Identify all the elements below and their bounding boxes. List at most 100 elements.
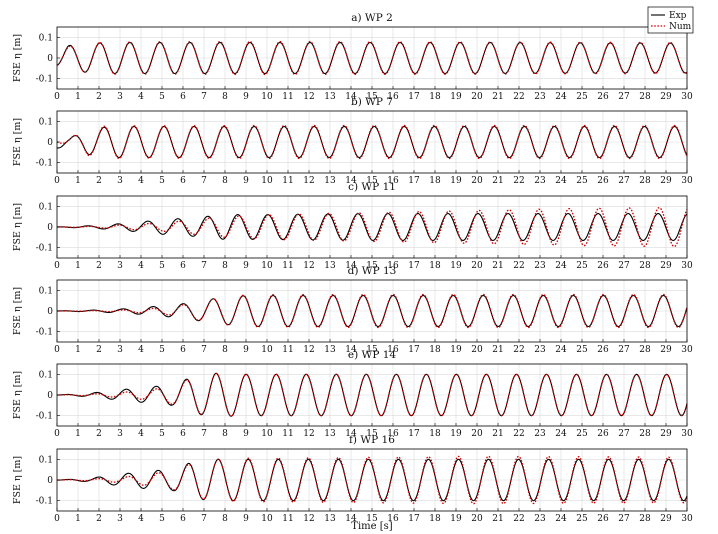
x-tick-label: 16 [387,176,399,186]
x-tick-label: 11 [282,261,293,271]
y-tick-label: 0.1 [39,202,53,212]
x-tick-label: 20 [471,429,483,439]
x-tick-label: 4 [138,429,144,439]
x-tick-label: 7 [201,514,207,524]
y-tick-label: -0.1 [36,75,53,85]
x-tick-label: 14 [345,514,357,524]
x-tick-label: 29 [660,514,672,524]
x-tick-label: 21 [492,514,503,524]
x-tick-label: 13 [324,261,336,271]
x-tick-label: 28 [639,345,651,355]
y-tick-label: -0.1 [36,244,53,254]
y-tick-label: 0 [47,476,53,486]
x-tick-label: 18 [429,92,441,102]
x-tick-label: 15 [366,429,378,439]
y-axis-label: FSE η [m] [12,203,23,251]
x-tick-label: 15 [366,345,378,355]
x-tick-label: 11 [282,514,293,524]
x-tick-label: 18 [429,429,441,439]
x-tick-label: 22 [513,92,524,102]
y-tick-label: -0.1 [36,497,53,507]
x-tick-label: 11 [282,429,293,439]
x-tick-label: 20 [471,514,483,524]
x-tick-label: 19 [450,514,462,524]
x-tick-label: 27 [618,514,630,524]
y-tick-label: 0 [47,54,53,64]
x-tick-label: 20 [471,261,483,271]
x-tick-label: 19 [450,261,462,271]
x-tick-label: 24 [555,261,567,271]
x-tick-label: 25 [576,92,588,102]
x-tick-label: 19 [450,92,462,102]
x-tick-label: 3 [117,261,123,271]
x-tick-label: 0 [54,345,60,355]
series-line-num [56,124,688,160]
x-tick-label: 22 [513,429,524,439]
x-tick-label: 23 [534,176,546,186]
x-tick-label: 14 [345,429,357,439]
x-tick-label: 30 [681,429,693,439]
x-tick-label: 29 [660,92,672,102]
x-tick-label: 28 [639,176,651,186]
x-tick-label: 3 [117,345,123,355]
x-tick-label: 15 [366,92,378,102]
x-tick-label: 14 [345,176,357,186]
subplot-title: c) WP 11 [348,181,396,193]
x-tick-label: 20 [471,345,483,355]
x-tick-label: 16 [387,261,399,271]
x-tick-label: 26 [597,429,609,439]
x-tick-label: 21 [492,429,503,439]
y-tick-label: 0 [47,307,53,317]
x-tick-label: 20 [471,176,483,186]
x-tick-label: 6 [180,92,186,102]
series-line-num [56,455,688,505]
x-tick-label: 8 [222,92,228,102]
x-tick-label: 0 [54,92,60,102]
x-tick-label: 17 [408,92,420,102]
x-tick-label: 16 [387,92,399,102]
x-tick-label: 25 [576,261,588,271]
x-tick-label: 2 [96,345,102,355]
subplot-title: a) WP 2 [351,12,393,24]
x-tick-label: 0 [54,176,60,186]
y-tick-label: 0 [47,391,53,401]
x-tick-label: 6 [180,429,186,439]
x-tick-label: 17 [408,261,420,271]
series-line-num [56,206,688,248]
x-tick-label: 2 [96,92,102,102]
x-tick-label: 15 [366,514,378,524]
x-tick-label: 8 [222,514,228,524]
x-tick-label: 18 [429,514,441,524]
x-tick-label: 26 [597,345,609,355]
x-tick-label: 27 [618,261,630,271]
x-tick-label: 28 [639,514,651,524]
x-tick-label: 5 [159,261,165,271]
x-tick-label: 19 [450,176,462,186]
x-tick-label: 16 [387,429,399,439]
x-tick-label: 9 [243,176,249,186]
x-tick-label: 6 [180,345,186,355]
x-tick-label: 16 [387,345,399,355]
x-tick-label: 8 [222,345,228,355]
x-tick-label: 7 [201,92,207,102]
subplot-title: e) WP 14 [348,349,397,361]
x-tick-label: 30 [681,261,693,271]
x-tick-label: 25 [576,176,588,186]
x-tick-label: 30 [681,92,693,102]
x-tick-label: 18 [429,345,441,355]
x-tick-label: 4 [138,92,144,102]
x-tick-label: 4 [138,514,144,524]
x-tick-label: 13 [324,92,336,102]
y-tick-label: 0.1 [39,455,53,465]
x-tick-label: 18 [429,261,441,271]
series-line-exp [56,213,688,241]
x-tick-label: 12 [303,429,314,439]
x-tick-label: 26 [597,261,609,271]
x-tick-label: 4 [138,176,144,186]
legend-label-num: Num [669,22,692,32]
x-tick-label: 21 [492,92,503,102]
x-tick-label: 11 [282,176,293,186]
x-tick-label: 19 [450,429,462,439]
